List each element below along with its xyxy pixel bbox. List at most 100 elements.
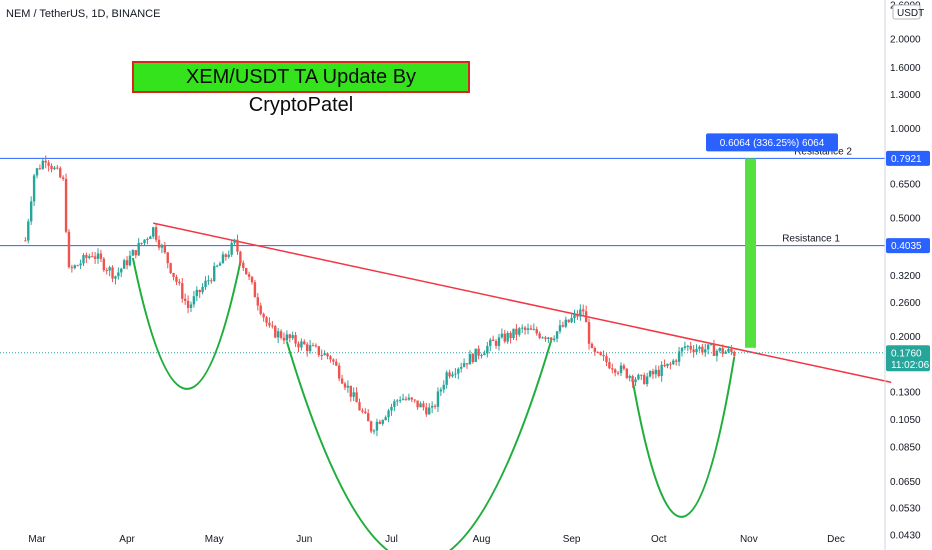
candle-body[interactable] xyxy=(166,252,169,264)
candle-body[interactable] xyxy=(149,236,152,240)
candle-body[interactable] xyxy=(27,221,30,241)
candle-body[interactable] xyxy=(361,410,364,412)
candle-body[interactable] xyxy=(323,353,326,356)
candle-body[interactable] xyxy=(666,363,669,367)
candle-body[interactable] xyxy=(407,397,411,400)
candle-body[interactable] xyxy=(628,376,631,378)
candle-body[interactable] xyxy=(695,348,698,353)
candle-body[interactable] xyxy=(274,326,277,338)
candle-body[interactable] xyxy=(526,328,530,330)
candle-body[interactable] xyxy=(111,267,114,279)
candle-body[interactable] xyxy=(384,417,387,421)
candle-body[interactable] xyxy=(704,349,707,353)
candle-body[interactable] xyxy=(146,239,149,241)
candle-body[interactable] xyxy=(160,245,164,248)
candle-body[interactable] xyxy=(451,374,454,377)
candle-body[interactable] xyxy=(125,260,129,266)
candle-body[interactable] xyxy=(468,353,472,365)
candle-body[interactable] xyxy=(311,345,315,347)
candle-body[interactable] xyxy=(41,160,45,169)
candle-body[interactable] xyxy=(122,260,126,269)
candle-body[interactable] xyxy=(590,343,594,349)
candle-body[interactable] xyxy=(663,364,666,367)
candle-body[interactable] xyxy=(163,245,167,253)
candle-body[interactable] xyxy=(88,256,91,258)
candle-body[interactable] xyxy=(480,355,483,357)
candle-body[interactable] xyxy=(579,309,582,317)
candle-body[interactable] xyxy=(439,389,443,392)
candle-body[interactable] xyxy=(445,372,448,385)
candle-body[interactable] xyxy=(730,348,733,352)
candle-body[interactable] xyxy=(390,406,393,411)
candle-body[interactable] xyxy=(672,360,675,365)
candle-body[interactable] xyxy=(308,345,312,352)
candle-body[interactable] xyxy=(491,339,495,341)
candle-body[interactable] xyxy=(186,300,190,308)
candle-body[interactable] xyxy=(207,280,210,282)
candle-body[interactable] xyxy=(640,374,643,376)
candle-body[interactable] xyxy=(558,325,562,332)
candle-body[interactable] xyxy=(306,344,309,352)
candle-body[interactable] xyxy=(285,334,289,341)
candle-body[interactable] xyxy=(538,333,541,338)
candle-body[interactable] xyxy=(596,351,599,353)
candle-body[interactable] xyxy=(346,385,350,388)
candle-body[interactable] xyxy=(547,337,550,339)
candle-body[interactable] xyxy=(175,276,178,282)
candle-body[interactable] xyxy=(239,251,242,263)
candle-body[interactable] xyxy=(189,304,193,308)
candle-body[interactable] xyxy=(675,360,678,362)
descending-trendline[interactable] xyxy=(153,222,892,384)
candle-body[interactable] xyxy=(38,168,42,170)
candle-body[interactable] xyxy=(96,253,100,259)
candle-body[interactable] xyxy=(276,331,280,338)
candle-body[interactable] xyxy=(210,280,213,282)
candle-body[interactable] xyxy=(294,335,297,344)
candle-body[interactable] xyxy=(314,345,318,347)
candle-body[interactable] xyxy=(218,263,222,266)
candle-body[interactable] xyxy=(367,413,370,422)
candle-body[interactable] xyxy=(102,258,106,271)
candle-body[interactable] xyxy=(500,333,504,338)
candle-body[interactable] xyxy=(582,309,585,312)
candle-body[interactable] xyxy=(204,280,207,287)
candle-body[interactable] xyxy=(131,250,135,256)
candle-body[interactable] xyxy=(201,286,204,293)
candle-body[interactable] xyxy=(364,411,367,414)
candle-body[interactable] xyxy=(532,329,536,331)
candle-body[interactable] xyxy=(462,363,466,367)
candle-body[interactable] xyxy=(317,346,321,356)
candle-body[interactable] xyxy=(608,362,611,369)
candle-body[interactable] xyxy=(56,167,59,169)
candle-body[interactable] xyxy=(61,177,65,179)
candle-body[interactable] xyxy=(300,341,303,348)
candle-body[interactable] xyxy=(387,410,390,418)
candle-body[interactable] xyxy=(564,319,567,327)
candle-body[interactable] xyxy=(701,346,704,353)
candle-body[interactable] xyxy=(637,374,640,380)
candle-body[interactable] xyxy=(521,327,524,329)
candle-body[interactable] xyxy=(117,272,120,277)
candle-body[interactable] xyxy=(544,337,547,339)
candle-body[interactable] xyxy=(82,254,85,264)
candle-body[interactable] xyxy=(489,339,492,346)
candle-body[interactable] xyxy=(221,254,225,264)
candle-body[interactable] xyxy=(230,242,233,255)
candle-body[interactable] xyxy=(340,378,344,384)
candle-body[interactable] xyxy=(619,365,623,373)
candle-body[interactable] xyxy=(706,344,710,350)
candle-body[interactable] xyxy=(154,227,158,240)
candle-body[interactable] xyxy=(169,263,172,273)
candle-body[interactable] xyxy=(555,331,559,339)
candle-body[interactable] xyxy=(698,346,701,349)
candle-body[interactable] xyxy=(506,333,509,342)
candle-body[interactable] xyxy=(70,267,74,269)
candle-body[interactable] xyxy=(24,240,27,242)
candle-body[interactable] xyxy=(413,399,416,401)
candle-body[interactable] xyxy=(375,421,379,431)
candle-body[interactable] xyxy=(683,346,687,348)
candle-body[interactable] xyxy=(567,319,570,323)
candle-body[interactable] xyxy=(512,328,515,339)
candle-body[interactable] xyxy=(727,348,730,352)
candle-body[interactable] xyxy=(616,372,620,374)
